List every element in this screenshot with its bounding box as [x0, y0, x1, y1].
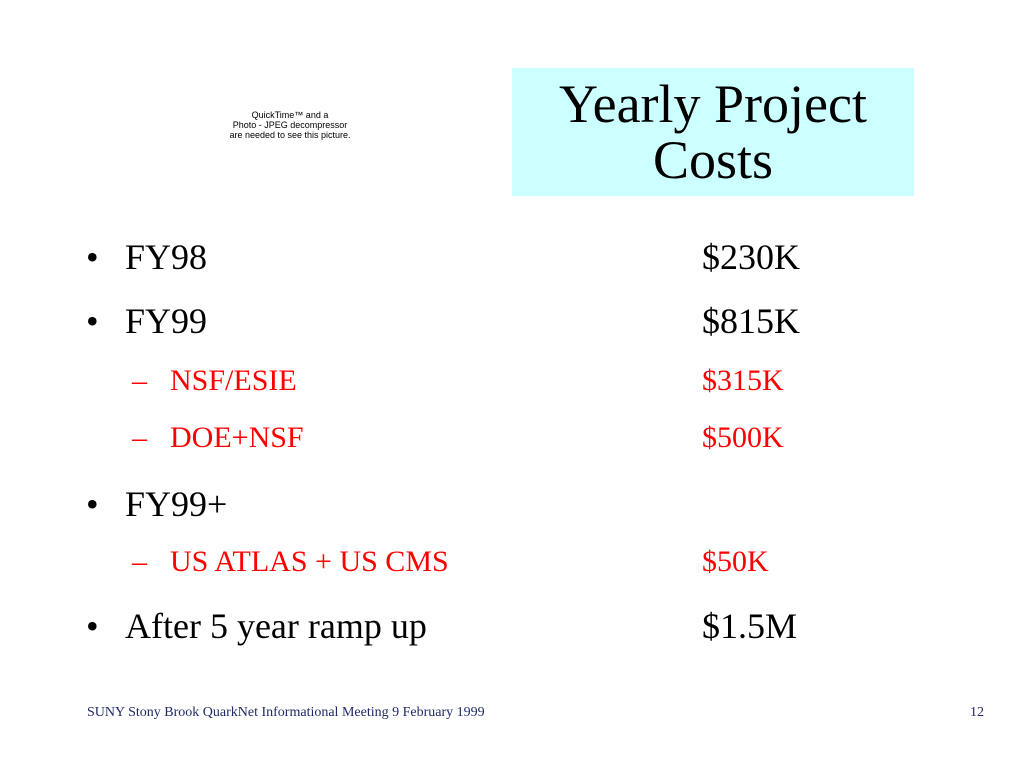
page-number: 12 — [970, 705, 984, 720]
placeholder-line-2: Photo - JPEG decompressor — [232, 120, 348, 130]
sub-item-marker: – — [132, 545, 147, 578]
bullet-marker: • — [86, 484, 99, 524]
slide-title-line-1: Yearly Project — [559, 74, 867, 134]
placeholder-line-1: QuickTime™ and a — [251, 110, 329, 120]
bullet-marker: • — [86, 301, 99, 341]
title-box: Yearly Project Costs — [512, 68, 914, 196]
sub-item-marker: – — [132, 364, 147, 397]
sub-item-label: NSF/ESIE — [170, 364, 297, 397]
bullet-label: FY98 — [125, 237, 208, 277]
bullet-marker: • — [86, 606, 99, 646]
sub-item-marker: – — [132, 421, 147, 454]
sub-item-value: $315K — [702, 364, 784, 397]
bullet-label: FY99 — [125, 301, 208, 341]
sub-item-label: DOE+NSF — [170, 421, 304, 454]
sub-item-label: US ATLAS + US CMS — [170, 545, 449, 578]
bullet-value: $815K — [702, 301, 800, 341]
bullet-fy99-plus: • FY99+ — [0, 483, 1024, 533]
sub-item-doe-nsf: – DOE+NSF $500K — [0, 421, 1024, 461]
sub-item-nsf-esie: – NSF/ESIE $315K — [0, 364, 1024, 404]
bullet-fy98: • FY98 $230K — [0, 236, 1024, 286]
bullet-fy99: • FY99 $815K — [0, 300, 1024, 350]
bullet-label: After 5 year ramp up — [125, 606, 427, 646]
sub-item-value: $50K — [702, 545, 769, 578]
bullet-after-5-years: • After 5 year ramp up $1.5M — [0, 605, 1024, 655]
sub-item-us-atlas-us-cms: – US ATLAS + US CMS $50K — [0, 545, 1024, 585]
bullet-marker: • — [86, 237, 99, 277]
bullet-value: $230K — [702, 237, 800, 277]
footer-text: SUNY Stony Brook QuarkNet Informational … — [87, 705, 485, 720]
placeholder-line-3: are needed to see this picture. — [229, 130, 351, 140]
sub-item-value: $500K — [702, 421, 784, 454]
quicktime-placeholder: QuickTime™ and a Photo - JPEG decompress… — [200, 110, 380, 140]
bullet-label: FY99+ — [125, 484, 228, 524]
slide-title-line-2: Costs — [652, 130, 774, 190]
bullet-value: $1.5M — [702, 606, 798, 646]
